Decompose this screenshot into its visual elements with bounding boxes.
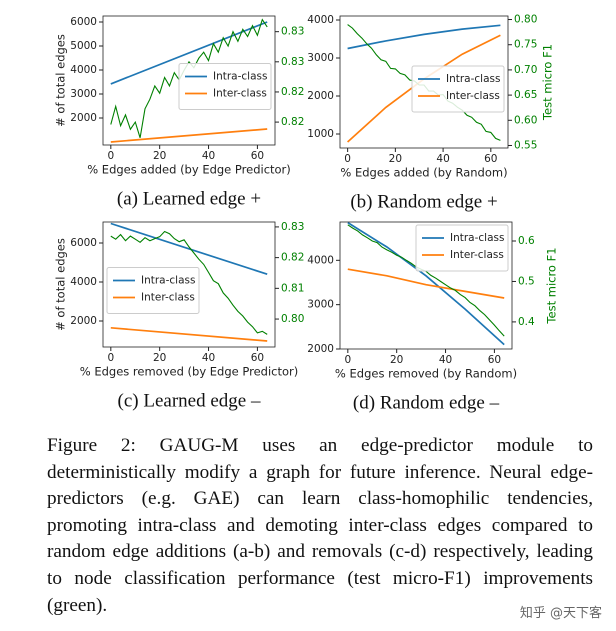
y2-tick-label: 0.82 bbox=[281, 252, 304, 264]
legend-box bbox=[106, 267, 200, 314]
legend-box bbox=[411, 65, 505, 113]
y-tick-label: 4000 bbox=[70, 276, 97, 288]
x-tick-label: 0 bbox=[344, 153, 351, 165]
x-tick-label: 20 bbox=[153, 150, 166, 162]
x-tick-label: 40 bbox=[202, 352, 215, 364]
y2-tick-label: 0.5 bbox=[518, 275, 535, 287]
x-tick-label: 60 bbox=[251, 150, 264, 162]
plot-frame bbox=[102, 221, 276, 348]
x-tick-label: 40 bbox=[202, 150, 215, 162]
y-axis-label: # of total edges bbox=[54, 34, 68, 127]
legend-label: Inter-class bbox=[446, 90, 500, 102]
y-axis-label: # of total edges bbox=[54, 238, 68, 331]
x-tick-label: 20 bbox=[153, 352, 166, 364]
y2-tick-label: 0.83 bbox=[281, 26, 304, 38]
x-axis-label: % Edges removed (by Random) bbox=[335, 367, 517, 381]
plot-frame bbox=[339, 221, 513, 350]
x-tick-label: 0 bbox=[107, 150, 114, 162]
y2-tick-label: 0.82 bbox=[281, 86, 304, 98]
y2-tick-label: 0.70 bbox=[514, 64, 537, 76]
legend-label: Inter-class bbox=[450, 249, 504, 261]
y2-tick-label: 0.81 bbox=[281, 282, 304, 294]
y-tick-label: 6000 bbox=[70, 237, 97, 249]
watermark: 知乎 @天下客 bbox=[517, 602, 604, 621]
x-tick-label: 0 bbox=[344, 354, 351, 366]
subfigure-caption: (b) Random edge + bbox=[350, 191, 497, 212]
x-tick-label: 20 bbox=[389, 153, 402, 165]
figure-caption: Figure 2: GAUG-M uses an edge-predictor … bbox=[47, 435, 593, 616]
x-tick-label: 0 bbox=[107, 352, 114, 364]
x-tick-label: 40 bbox=[439, 354, 452, 366]
y-tick-label: 3000 bbox=[307, 299, 334, 311]
y-tick-label: 2000 bbox=[307, 343, 334, 355]
series-line bbox=[110, 222, 268, 276]
legend-label: Intra-class bbox=[446, 73, 500, 85]
x-axis-label: % Edges added (by Random) bbox=[340, 166, 507, 180]
y-tick-label: 6000 bbox=[70, 16, 97, 28]
y-tick-label: 3000 bbox=[70, 88, 97, 100]
y2-tick-label: 0.82 bbox=[281, 116, 304, 128]
y-tick-label: 1000 bbox=[307, 128, 334, 140]
x-tick-label: 20 bbox=[390, 354, 403, 366]
series-line bbox=[110, 128, 268, 143]
series-line bbox=[110, 230, 268, 335]
x-axis-label: % Edges removed (by Edge Predictor) bbox=[80, 365, 299, 379]
y2-tick-label: 0.55 bbox=[514, 139, 537, 151]
legend-label: Inter-class bbox=[141, 292, 195, 304]
y2-tick-label: 0.83 bbox=[281, 221, 304, 233]
y-tick-label: 4000 bbox=[307, 14, 334, 26]
x-tick-label: 60 bbox=[488, 354, 501, 366]
plot-frame bbox=[339, 15, 509, 149]
y-tick-label: 4000 bbox=[70, 64, 97, 76]
legend-label: Intra-class bbox=[141, 275, 195, 287]
series-line bbox=[110, 326, 268, 342]
figure: 0 20 40 60200030004000500060000.820.820.830… bbox=[54, 14, 559, 414]
y-tick-label: 5000 bbox=[70, 40, 97, 52]
x-axis-label: % Edges added (by Edge Predictor) bbox=[87, 163, 291, 177]
y2-tick-label: 0.75 bbox=[514, 39, 537, 51]
y-tick-label: 2000 bbox=[70, 315, 97, 327]
y2-tick-label: 0.4 bbox=[518, 316, 535, 328]
series-line bbox=[347, 221, 505, 346]
y-tick-label: 4000 bbox=[307, 254, 334, 266]
y2-tick-label: 0.80 bbox=[281, 313, 304, 325]
legend-label: Intra-class bbox=[450, 232, 504, 244]
y2-tick-label: 0.80 bbox=[514, 14, 537, 26]
y-tick-label: 3000 bbox=[307, 52, 334, 64]
legend-label: Intra-class bbox=[213, 71, 267, 83]
series-line bbox=[110, 18, 268, 138]
series-line bbox=[347, 268, 505, 299]
y-tick-label: 2000 bbox=[307, 90, 334, 102]
subfigure-caption: (d) Random edge – bbox=[353, 392, 500, 413]
y2-tick-label: 0.6 bbox=[518, 235, 535, 247]
y2-tick-label: 0.83 bbox=[281, 56, 304, 68]
legend-box bbox=[178, 63, 272, 110]
y2-axis-label: Test micro F1 bbox=[541, 44, 555, 121]
x-tick-label: 60 bbox=[251, 352, 264, 364]
x-tick-label: 60 bbox=[484, 153, 497, 165]
y2-axis-label: Test micro F1 bbox=[545, 247, 559, 324]
x-tick-label: 40 bbox=[436, 153, 449, 165]
plot-frame bbox=[102, 15, 276, 146]
subfigure-caption: (c) Learned edge – bbox=[118, 390, 261, 411]
y2-tick-label: 0.60 bbox=[514, 114, 537, 126]
y2-tick-label: 0.65 bbox=[514, 89, 537, 101]
legend-box bbox=[415, 224, 509, 272]
subfigure-caption: (a) Learned edge + bbox=[117, 188, 261, 209]
y-tick-label: 2000 bbox=[70, 112, 97, 124]
series-line bbox=[347, 24, 501, 50]
legend-label: Inter-class bbox=[213, 88, 267, 100]
